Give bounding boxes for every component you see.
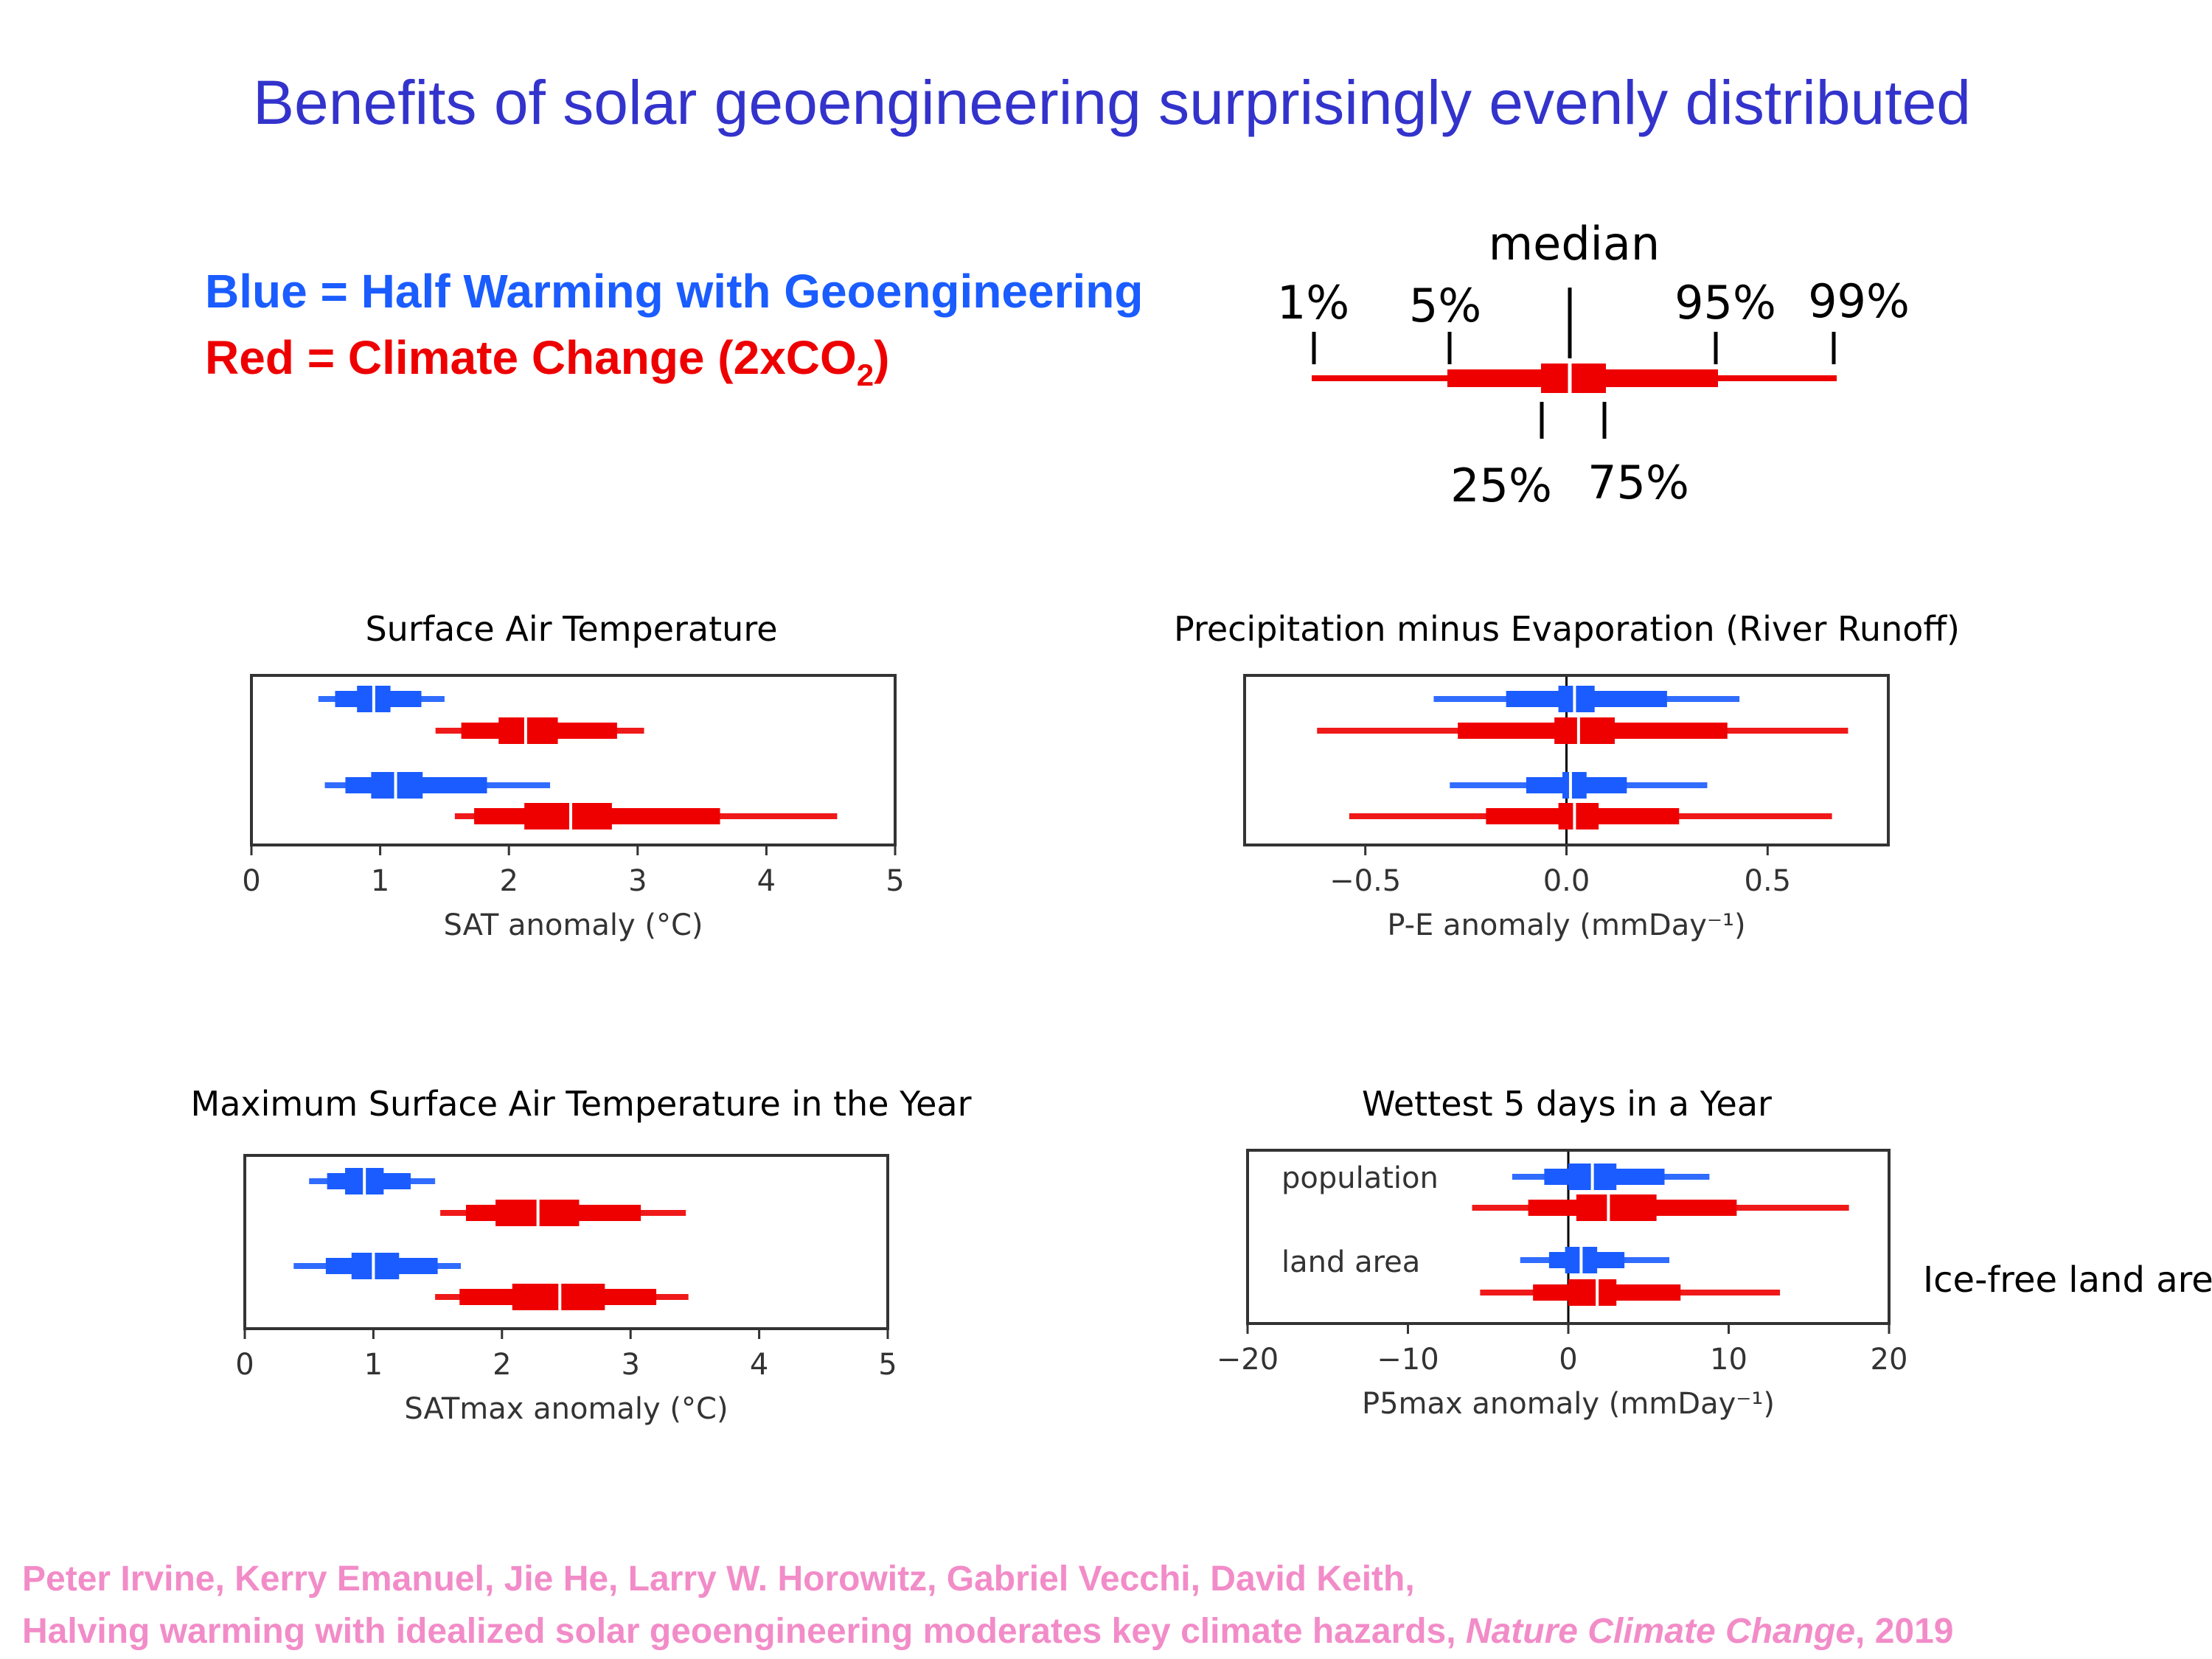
citation-year: , 2019 [1855,1612,1953,1651]
red-series-4 [454,803,838,830]
x-tick-label: 4 [750,1348,768,1382]
red-series-2 [440,1200,686,1226]
x-tick-label: 2 [499,864,518,898]
x-axis-label: SAT anomaly (°C) [444,908,703,942]
legend-red-close: ) [874,331,889,384]
x-axis-label: SATmax anomaly (°C) [404,1392,728,1426]
box-p25-p75 [1562,772,1587,799]
panel-title: Precipitation minus Evaporation (River R… [1174,609,1960,649]
x-tick-label: −0.5 [1329,864,1401,898]
red-series-2 [1317,717,1848,744]
x-tick-label: 4 [757,864,776,898]
panel-title: Maximum Surface Air Temperature in the Y… [191,1084,972,1124]
ice-free-note: Ice-free land area [1923,1259,2212,1301]
plot-frame [250,674,897,846]
key-median-label: median [1489,217,1660,271]
panel-title: Wettest 5 days in a Year [1362,1084,1772,1124]
x-tick-label: 2 [493,1348,511,1382]
x-tick-label: 0.5 [1745,864,1792,898]
legend-blue-label: Blue = Half Warming with Geoengineering [205,265,1143,318]
slide-title: Benefits of solar geoengineering surpris… [253,68,1971,137]
key-p1-label: 1% [1277,276,1349,330]
x-tick-label: 1 [371,864,389,898]
x-tick-label: 10 [1710,1343,1747,1377]
blue-series-1 [309,1168,436,1194]
x-tick-label: 20 [1871,1343,1908,1377]
citation-authors: Peter Irvine, Kerry Emanuel, Jie He, Lar… [22,1559,1415,1599]
key-p99-label: 99% [1808,274,1910,328]
color-legend: Blue = Half Warming with Geoengineering … [205,265,1143,392]
plot-frame [243,1154,889,1330]
x-tick-label: 0.0 [1543,864,1590,898]
p5max-panel: Wettest 5 days in a Year population land a… [1217,1084,1908,1421]
sat-panel: Surface Air Temperature 0 1 2 3 4 5 SAT anomaly… [242,609,904,942]
x-tick-label: −10 [1377,1343,1439,1377]
key-p5-label: 5% [1409,279,1481,333]
blue-series-1 [1433,686,1740,712]
x-tick-label: 0 [242,864,260,898]
x-tick-label: 5 [886,864,904,898]
blue-series-3 [293,1253,461,1279]
citation-journal: Nature Climate Change [1466,1612,1855,1651]
key-p95-label: 95% [1674,276,1776,330]
citation: Peter Irvine, Kerry Emanuel, Jie He, Lar… [22,1559,1954,1651]
key-p75-label: 75% [1587,456,1689,509]
box-p25-p75 [1558,803,1599,830]
box-p25-p75 [498,717,558,744]
x-tick-label: −20 [1217,1343,1279,1377]
x-axis-label: P5max anomaly (mmDay⁻¹) [1362,1387,1775,1421]
pe-panel: Precipitation minus Evaporation (River R… [1174,609,1960,942]
x-tick-label: 3 [621,1348,639,1382]
box-p25-p75 [524,803,612,830]
box-p25-p75 [1554,717,1615,744]
x-tick-label: 3 [628,864,647,898]
citation-paper: Halving warming with idealized solar geo… [22,1612,1954,1651]
key-box-25-75 [1541,364,1606,393]
x-tick-label: 1 [364,1348,383,1382]
box-p25-p75 [1576,1194,1657,1221]
red-series-2 [435,717,644,744]
row-label: population [1281,1161,1439,1195]
box-p25-p75 [351,1253,400,1279]
x-tick-label: 0 [1559,1343,1577,1377]
panel-title: Surface Air Temperature [365,609,777,649]
red-series-2 [1472,1194,1849,1221]
legend-red-label: Red = Climate Change (2xCO2) [205,331,889,392]
box-p25-p75 [1558,686,1595,712]
blue-series-3 [1450,772,1708,799]
blue-series-1 [1512,1164,1710,1190]
legend-red-main: Red = Climate Change (2xCO [205,331,857,384]
key-p25-label: 25% [1450,459,1552,512]
citation-paper-title: Halving warming with idealized solar geo… [22,1612,1466,1651]
row-label: land area [1281,1245,1420,1279]
satmax-panel: Maximum Surface Air Temperature in the Y… [191,1084,972,1426]
x-tick-label: 5 [878,1348,897,1382]
blue-series-1 [318,686,445,712]
red-series-4 [435,1284,689,1310]
legend-red-subscript: 2 [857,358,874,392]
x-tick-label: 0 [235,1348,254,1382]
blue-series-3 [324,772,551,799]
box-p25-p75 [1568,1279,1617,1306]
x-axis-label: P-E anomaly (mmDay⁻¹) [1387,908,1745,942]
percentile-key: median 1% 5% 95% 99% 25% 75% [1277,217,1910,512]
red-series-4 [1349,803,1832,830]
red-series-4 [1480,1279,1781,1306]
blue-series-3 [1520,1247,1670,1273]
